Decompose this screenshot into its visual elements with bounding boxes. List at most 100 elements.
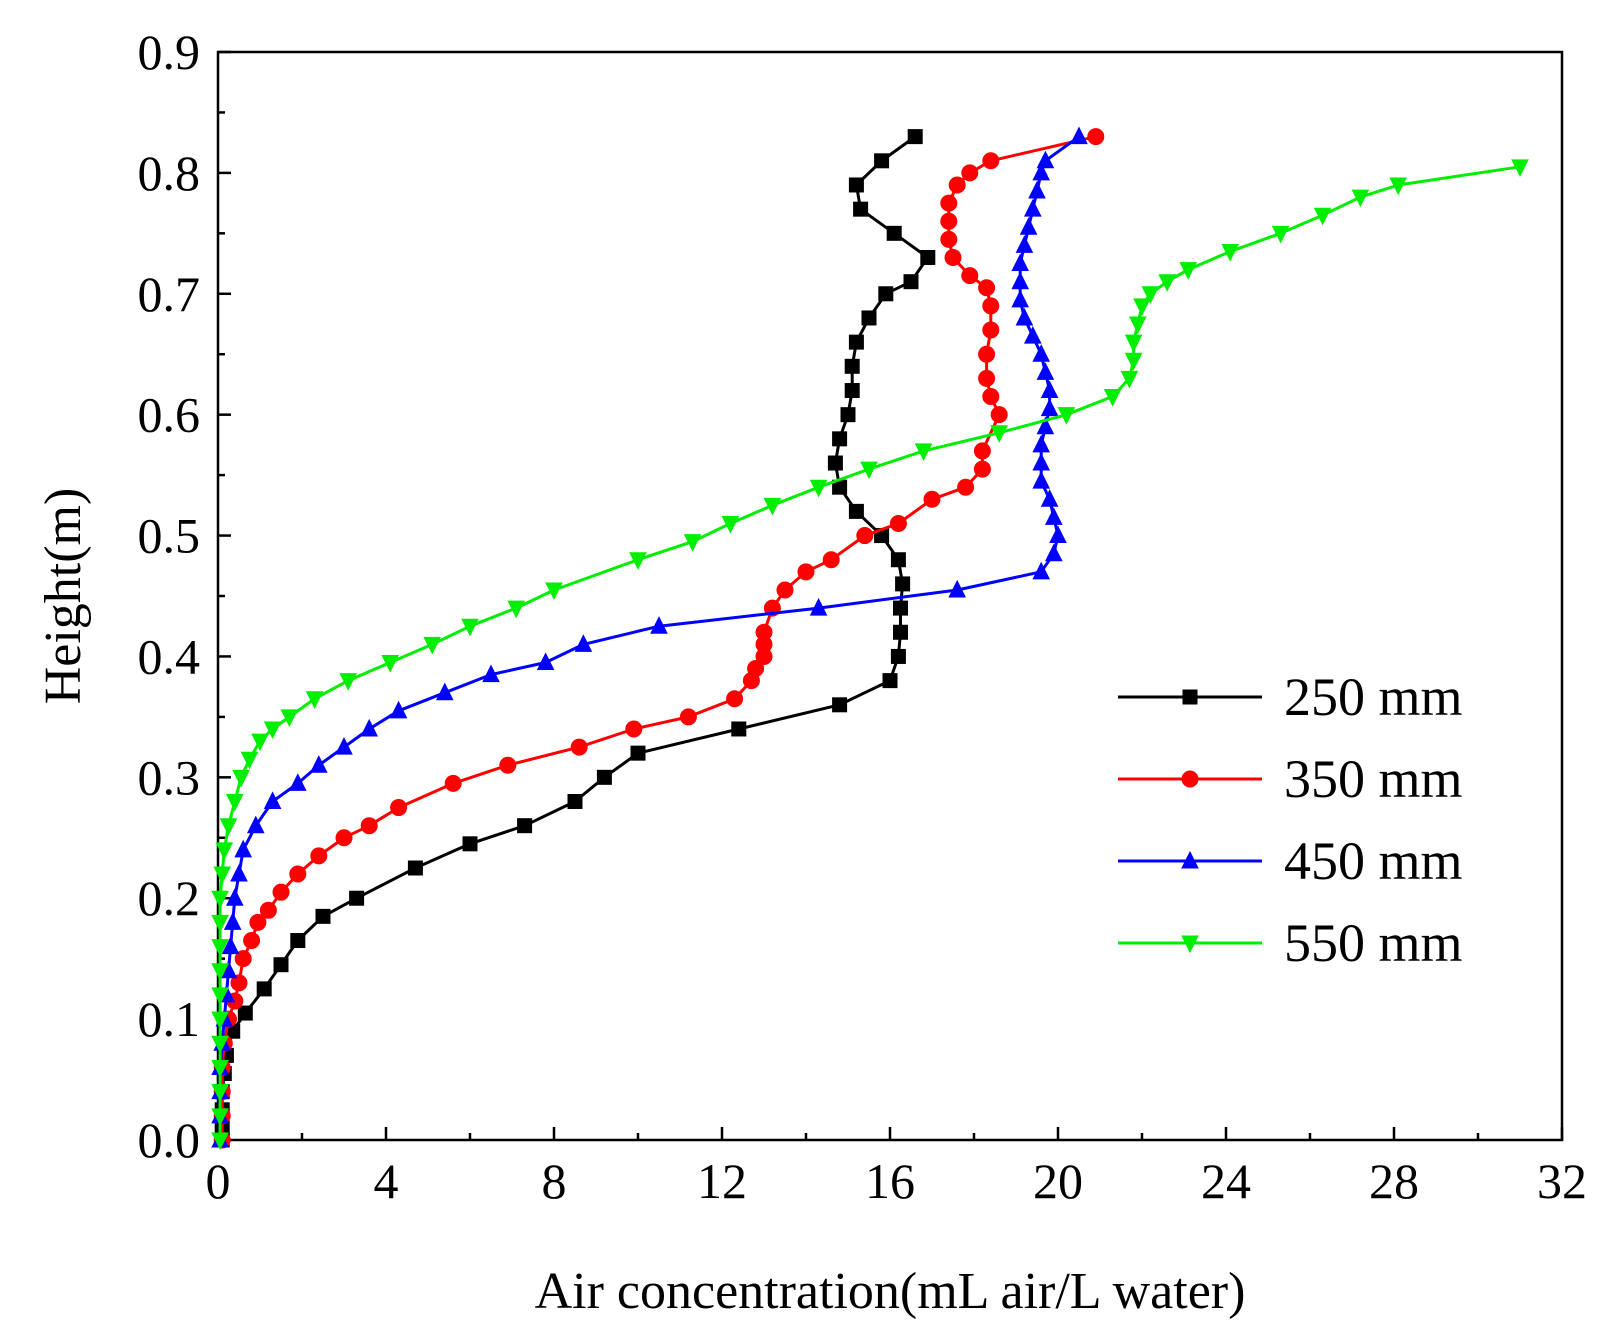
data-point bbox=[1036, 150, 1055, 169]
data-point bbox=[853, 201, 869, 217]
data-point bbox=[1032, 344, 1051, 362]
data-point bbox=[874, 153, 890, 169]
x-tick-label: 8 bbox=[542, 1153, 567, 1209]
data-point bbox=[940, 212, 958, 230]
data-point bbox=[309, 755, 328, 773]
legend-label: 350 mm bbox=[1284, 749, 1463, 809]
data-point bbox=[263, 721, 282, 740]
series-2 bbox=[211, 126, 1088, 1148]
data-point bbox=[215, 842, 234, 860]
data-point bbox=[948, 176, 966, 194]
data-point bbox=[1271, 225, 1290, 244]
data-point bbox=[1221, 243, 1240, 262]
data-point bbox=[360, 718, 379, 737]
data-point bbox=[1015, 307, 1034, 326]
legend-item: 250 mm bbox=[1118, 667, 1463, 727]
data-point bbox=[1179, 262, 1198, 280]
data-point bbox=[360, 817, 378, 835]
series-layer bbox=[211, 126, 1529, 1151]
data-point bbox=[499, 756, 517, 774]
data-point bbox=[1040, 380, 1059, 398]
data-point bbox=[982, 321, 1000, 339]
data-point bbox=[776, 581, 794, 599]
data-point bbox=[280, 709, 299, 728]
data-point bbox=[259, 901, 277, 919]
data-point bbox=[536, 652, 555, 670]
data-point bbox=[219, 818, 238, 836]
data-point bbox=[567, 794, 583, 810]
data-point bbox=[809, 479, 828, 498]
data-point bbox=[290, 933, 306, 949]
data-point bbox=[1351, 189, 1370, 208]
series-1 bbox=[213, 128, 1105, 1149]
data-point bbox=[1044, 507, 1063, 525]
data-point bbox=[848, 503, 864, 519]
data-point bbox=[335, 736, 353, 755]
y-tick-label: 0.9 bbox=[138, 24, 201, 80]
data-point bbox=[683, 534, 702, 552]
x-tick-label: 0 bbox=[206, 1153, 231, 1209]
data-point bbox=[211, 1011, 229, 1030]
data-point bbox=[1036, 362, 1055, 380]
data-point bbox=[920, 250, 936, 266]
data-point bbox=[1040, 489, 1059, 507]
x-tick-label: 28 bbox=[1369, 1153, 1419, 1209]
data-point bbox=[827, 455, 843, 471]
y-tick-label: 0.2 bbox=[138, 870, 201, 926]
data-point bbox=[1057, 407, 1076, 425]
data-point bbox=[251, 733, 269, 752]
data-point bbox=[1044, 543, 1063, 562]
data-point bbox=[978, 279, 996, 297]
data-point bbox=[731, 721, 747, 737]
data-point bbox=[990, 406, 1008, 424]
data-point bbox=[390, 799, 408, 817]
data-point bbox=[243, 932, 261, 950]
data-point bbox=[1124, 334, 1143, 353]
y-tick-label: 0.5 bbox=[138, 508, 201, 564]
y-tick-label: 0.6 bbox=[138, 387, 201, 443]
data-point bbox=[335, 829, 353, 847]
data-point bbox=[721, 515, 740, 534]
x-tick-label: 4 bbox=[374, 1153, 399, 1209]
data-point bbox=[747, 660, 765, 678]
x-axis-title: Air concentration(mL air/L water) bbox=[535, 1263, 1246, 1320]
x-tick-label: 16 bbox=[865, 1153, 915, 1209]
y-axis: 0.0 0.1 0.2 0.3 0.4 0.5 0.6 0.7 0.8 0.9 bbox=[138, 24, 231, 1168]
series-line bbox=[220, 135, 1097, 1140]
data-point bbox=[272, 883, 290, 901]
data-point bbox=[444, 774, 462, 792]
data-point bbox=[848, 177, 864, 193]
data-point bbox=[211, 1059, 229, 1078]
legend-item: 450 mm bbox=[1118, 831, 1463, 891]
data-point bbox=[263, 791, 282, 810]
data-point bbox=[957, 478, 975, 496]
data-point bbox=[234, 950, 252, 968]
data-point bbox=[907, 129, 923, 145]
data-point bbox=[848, 334, 864, 350]
data-point bbox=[1032, 434, 1051, 453]
data-point bbox=[1511, 159, 1529, 177]
data-point bbox=[832, 431, 848, 447]
data-point bbox=[1120, 370, 1139, 389]
data-point bbox=[256, 981, 272, 997]
data-point bbox=[461, 618, 479, 637]
legend-marker bbox=[1181, 850, 1199, 869]
y-tick-label: 0.8 bbox=[138, 145, 201, 201]
data-point bbox=[482, 664, 500, 683]
data-point bbox=[856, 527, 874, 545]
data-point bbox=[389, 700, 408, 719]
data-point bbox=[225, 888, 244, 906]
legend-marker bbox=[1181, 935, 1199, 954]
data-point bbox=[288, 773, 307, 791]
data-point bbox=[978, 345, 996, 363]
data-point bbox=[763, 497, 782, 516]
data-point bbox=[1011, 271, 1030, 290]
data-point bbox=[1103, 389, 1122, 407]
data-point bbox=[1032, 162, 1051, 181]
data-point bbox=[1011, 289, 1030, 308]
data-point bbox=[844, 382, 860, 398]
data-point bbox=[860, 461, 878, 480]
data-point bbox=[982, 388, 1000, 406]
data-point bbox=[679, 708, 697, 726]
